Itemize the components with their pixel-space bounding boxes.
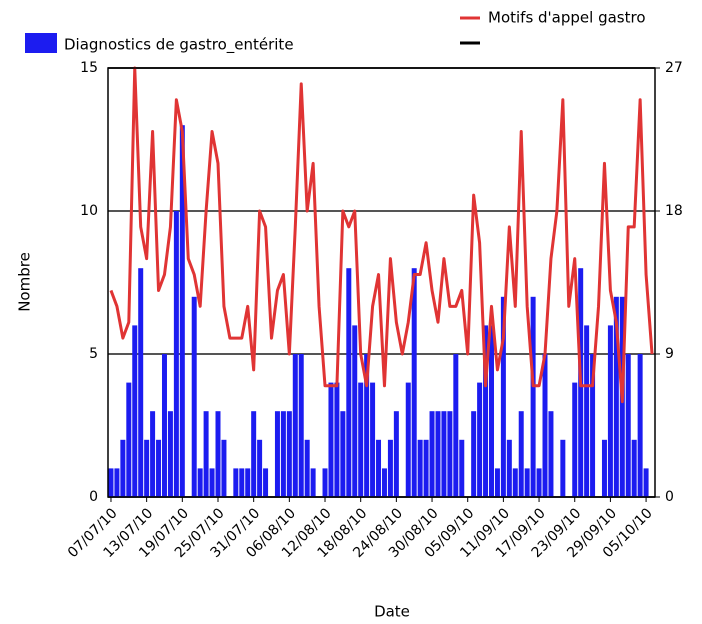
- y-tick-label: 10: [80, 203, 98, 219]
- bar: [108, 468, 114, 497]
- bar: [393, 411, 399, 497]
- bar: [637, 354, 643, 497]
- bar: [643, 468, 649, 497]
- bar: [340, 411, 346, 497]
- bar: [601, 439, 607, 497]
- bar: [280, 411, 286, 497]
- bar: [167, 411, 173, 497]
- bar: [572, 382, 578, 497]
- bar: [132, 325, 138, 497]
- bar: [352, 325, 358, 497]
- bar: [625, 354, 631, 497]
- bar: [477, 382, 483, 497]
- bar: [173, 211, 179, 497]
- bar: [156, 439, 162, 497]
- y-tick-label: 0: [89, 489, 98, 505]
- bar: [441, 411, 447, 497]
- bar: [304, 439, 310, 497]
- bar: [494, 468, 500, 497]
- bar: [328, 382, 334, 497]
- bar: [613, 296, 619, 497]
- bar: [298, 354, 304, 497]
- y2-tick-label: 18: [665, 203, 683, 219]
- bar: [138, 268, 144, 497]
- bar: [483, 325, 489, 497]
- bar: [536, 468, 542, 497]
- bar: [126, 382, 132, 497]
- bar: [417, 439, 423, 497]
- line: [109, 66, 654, 404]
- y2-tick-label: 0: [665, 489, 674, 505]
- bar: [631, 439, 637, 497]
- bar: [387, 439, 393, 497]
- bar: [203, 411, 209, 497]
- legend-swatch-bar: [25, 33, 57, 53]
- bar: [524, 468, 530, 497]
- bar: [435, 411, 441, 497]
- bar: [251, 411, 257, 497]
- bar: [488, 325, 494, 497]
- bar: [334, 382, 340, 497]
- y2-tick-label: 27: [665, 60, 683, 76]
- bar: [364, 354, 370, 497]
- legend-label: Diagnostics de gastro_entérite: [64, 36, 294, 55]
- y2-tick-label: 9: [665, 346, 674, 362]
- bar: [542, 354, 548, 497]
- bar: [471, 411, 477, 497]
- bar: [274, 411, 280, 497]
- bar: [144, 439, 150, 497]
- bar: [560, 439, 566, 497]
- bar: [518, 411, 524, 497]
- bar: [286, 411, 292, 497]
- bar: [263, 468, 269, 497]
- bar: [179, 125, 185, 497]
- bar: [346, 268, 352, 497]
- bar: [150, 411, 156, 497]
- y-tick-label: 15: [80, 60, 98, 76]
- bar: [411, 268, 417, 497]
- bar: [500, 296, 506, 497]
- bar: [381, 468, 387, 497]
- bar: [209, 468, 215, 497]
- bar: [215, 411, 221, 497]
- bar: [358, 382, 364, 497]
- bar: [376, 439, 382, 497]
- bar: [447, 411, 453, 497]
- legend-label: Motifs d'appel gastro: [488, 9, 646, 27]
- bar: [429, 411, 435, 497]
- bar: [120, 439, 126, 497]
- bar: [292, 354, 298, 497]
- bar: [370, 382, 376, 497]
- bar: [191, 296, 197, 497]
- bar: [310, 468, 316, 497]
- bar: [590, 354, 596, 497]
- bar: [161, 354, 167, 497]
- bar: [245, 468, 251, 497]
- bar: [459, 439, 465, 497]
- bar: [530, 296, 536, 497]
- bar: [233, 468, 239, 497]
- bar: [453, 354, 459, 497]
- bar: [512, 468, 518, 497]
- bar: [322, 468, 328, 497]
- bar: [239, 468, 245, 497]
- bar: [506, 439, 512, 497]
- bar: [584, 325, 590, 497]
- plot-frame: [107, 67, 656, 498]
- bar: [548, 411, 554, 497]
- x-axis-label: Date: [374, 603, 410, 621]
- y-tick-label: 5: [89, 346, 98, 362]
- bar: [405, 382, 411, 497]
- bar: [423, 439, 429, 497]
- bar: [197, 468, 203, 497]
- bar: [221, 439, 227, 497]
- bar: [607, 325, 613, 497]
- bar: [257, 439, 263, 497]
- y-axis-label: Nombre: [16, 252, 34, 312]
- bar: [114, 468, 120, 497]
